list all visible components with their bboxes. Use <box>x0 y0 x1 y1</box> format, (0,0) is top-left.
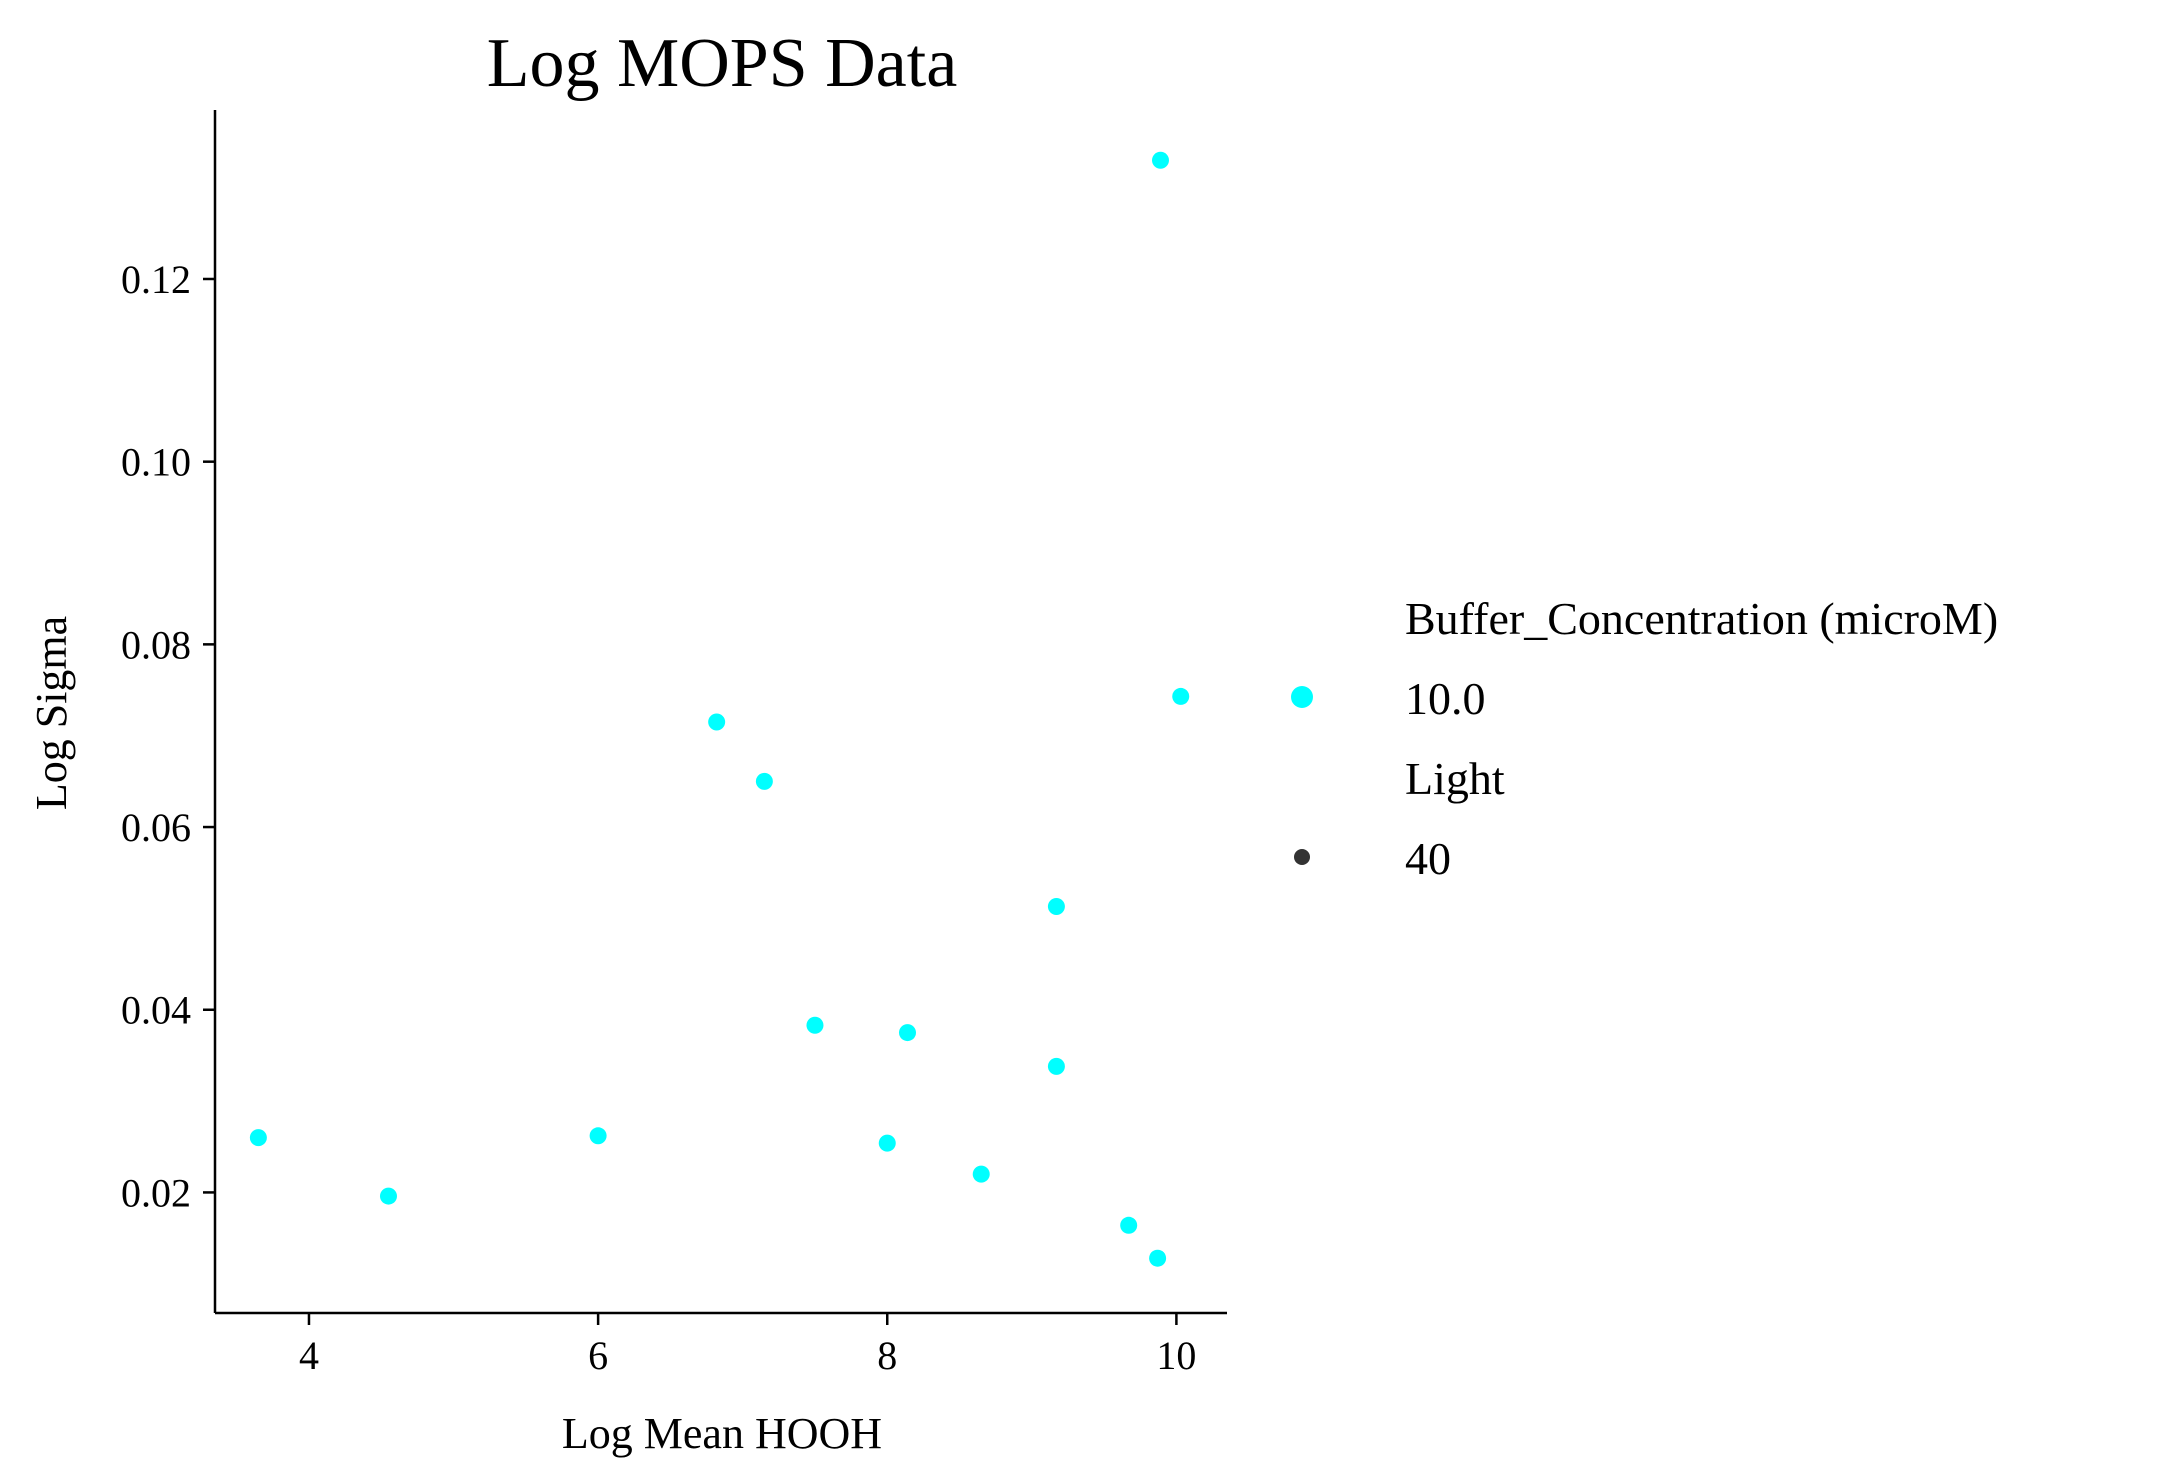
data-point <box>806 1016 824 1034</box>
data-point <box>379 1187 397 1205</box>
data-point <box>1120 1216 1138 1234</box>
y-tick-label: 0.10 <box>121 440 191 485</box>
data-point <box>898 1024 916 1042</box>
x-tick-label: 4 <box>299 1333 319 1378</box>
data-point <box>1151 151 1169 169</box>
data-point <box>972 1165 990 1183</box>
x-tick-label: 6 <box>588 1333 608 1378</box>
x-axis-label: Log Mean HOOH <box>562 1409 882 1458</box>
legend-label-light-40: 40 <box>1405 833 1451 884</box>
legend-marker-buffer-10 <box>1291 686 1313 708</box>
legend-title-buffer: Buffer_Concentration (microM) <box>1405 593 1998 644</box>
y-axis-label: Log Sigma <box>27 616 76 810</box>
y-tick-label: 0.04 <box>121 988 191 1033</box>
data-point <box>708 713 726 731</box>
y-ticks: 0.02 0.04 0.06 0.08 0.10 0.12 <box>121 257 215 1215</box>
data-point <box>1172 687 1190 705</box>
chart-title: Log MOPS Data <box>487 25 958 102</box>
legend: Buffer_Concentration (microM) 10.0 Light… <box>1291 593 1998 884</box>
data-point <box>589 1127 607 1145</box>
data-point <box>1149 1249 1167 1267</box>
data-point <box>1047 1057 1065 1075</box>
legend-marker-light-40 <box>1294 849 1310 865</box>
data-point <box>878 1134 896 1152</box>
data-point <box>755 772 773 790</box>
x-tick-label: 8 <box>877 1333 897 1378</box>
y-tick-label: 0.02 <box>121 1170 191 1215</box>
data-point <box>249 1129 267 1147</box>
data-point <box>1047 898 1065 916</box>
x-tick-label: 10 <box>1156 1333 1196 1378</box>
legend-label-buffer-10: 10.0 <box>1405 673 1486 724</box>
y-tick-label: 0.06 <box>121 805 191 850</box>
data-points <box>249 151 1190 1267</box>
y-tick-label: 0.08 <box>121 622 191 667</box>
x-ticks: 4 6 8 10 <box>299 1313 1196 1378</box>
y-tick-label: 0.12 <box>121 257 191 302</box>
legend-title-light: Light <box>1405 753 1505 804</box>
